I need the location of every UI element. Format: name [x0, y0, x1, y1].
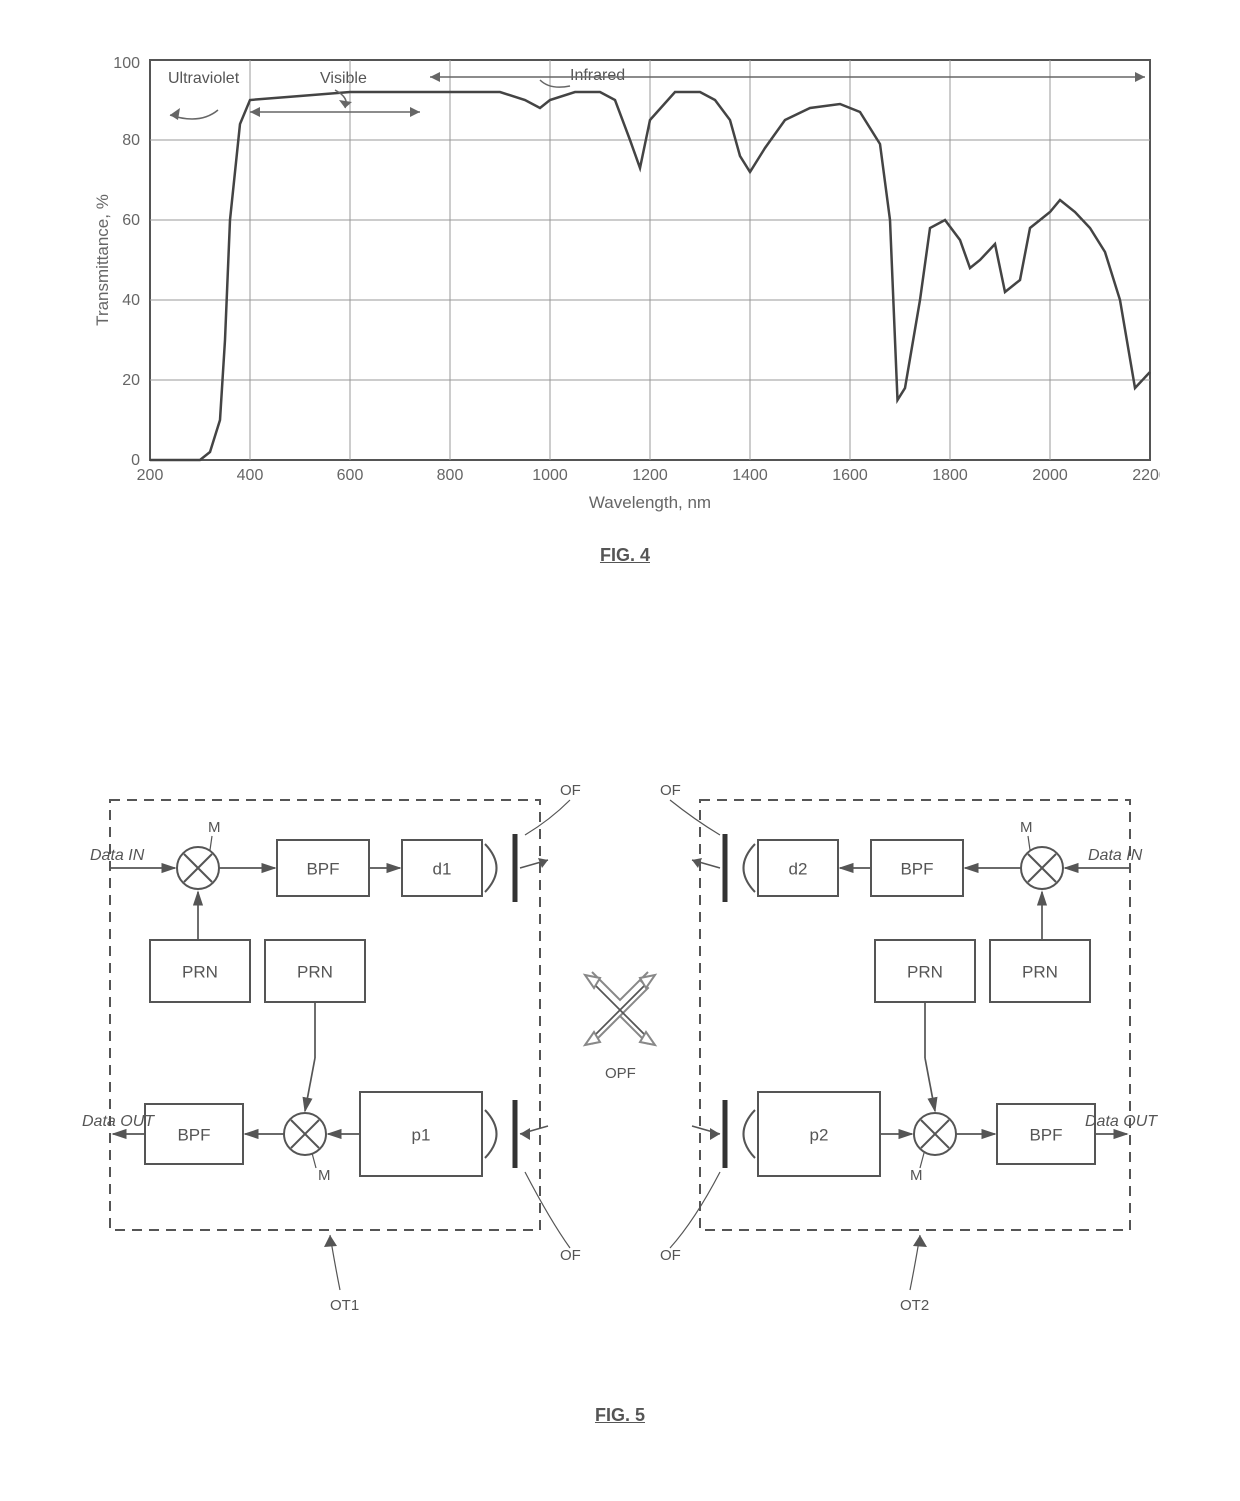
xtick-label: 2000 — [1032, 467, 1068, 484]
lens-icon — [485, 844, 497, 892]
x-ticks: 200 400 600 800 1000 1200 1400 1600 1800… — [137, 467, 1160, 484]
bpf-label: BPF — [900, 859, 933, 878]
lens-icon — [744, 844, 756, 892]
y-ticks: 0 20 40 60 80 100 — [113, 55, 140, 469]
mixer-label: M — [910, 1167, 923, 1184]
ot2-data-out-label: Data OUT — [1085, 1113, 1158, 1130]
ytick-label: 60 — [122, 212, 140, 229]
xtick-label: 2200 — [1132, 467, 1160, 484]
fig5-caption: FIG. 5 — [80, 1405, 1160, 1426]
opf-cross-icon — [585, 972, 655, 1045]
xtick-label: 400 — [237, 467, 264, 484]
prn-label: PRN — [297, 962, 333, 981]
figure-4: 200 400 600 800 1000 1200 1400 1600 1800… — [90, 50, 1160, 566]
xtick-label: 1600 — [832, 467, 868, 484]
opf-label: OPF — [605, 1065, 636, 1082]
lens-icon — [744, 1110, 756, 1158]
ot2-label: OT2 — [900, 1297, 929, 1314]
ytick-label: 40 — [122, 292, 140, 309]
ot1-data-out-label: Data OUT — [82, 1113, 155, 1130]
p2-label: p2 — [810, 1125, 829, 1144]
xtick-label: 1200 — [632, 467, 668, 484]
xtick-label: 1800 — [932, 467, 968, 484]
prn-label: PRN — [1022, 962, 1058, 981]
lens-icon — [485, 1110, 497, 1158]
xtick-label: 1400 — [732, 467, 768, 484]
ot1-data-in-label: Data IN — [90, 847, 145, 864]
ot2-data-in-label: Data IN — [1088, 847, 1143, 864]
fig4-caption: FIG. 4 — [90, 545, 1160, 566]
xtick-label: 1000 — [532, 467, 568, 484]
arrow-icon — [540, 80, 570, 87]
transmittance-chart: 200 400 600 800 1000 1200 1400 1600 1800… — [90, 50, 1160, 520]
ytick-label: 20 — [122, 372, 140, 389]
mixer-label: M — [208, 819, 221, 836]
figure-5: Data IN M BPF d1 PRN PRN p1 — [80, 760, 1160, 1426]
xtick-label: 600 — [337, 467, 364, 484]
region-visible-label: Visible — [320, 70, 367, 87]
mixer-label: M — [318, 1167, 331, 1184]
block-diagram: Data IN M BPF d1 PRN PRN p1 — [80, 760, 1160, 1380]
xtick-label: 800 — [437, 467, 464, 484]
region-uv-label: Ultraviolet — [168, 70, 240, 87]
of-label: OF — [660, 1247, 681, 1264]
mixer-label: M — [1020, 819, 1033, 836]
ytick-label: 80 — [122, 132, 140, 149]
prn-label: PRN — [182, 962, 218, 981]
bpf-label: BPF — [1029, 1125, 1062, 1144]
xtick-label: 200 — [137, 467, 164, 484]
y-axis-label: Transmittance, % — [93, 194, 112, 326]
region-ir-label: Infrared — [570, 67, 625, 84]
arrowhead-icon — [170, 108, 180, 120]
ot1-label: OT1 — [330, 1297, 359, 1314]
bpf-label: BPF — [306, 859, 339, 878]
d1-label: d1 — [433, 859, 452, 878]
bpf-label: BPF — [177, 1125, 210, 1144]
of-label: OF — [660, 782, 681, 799]
x-axis-label: Wavelength, nm — [589, 493, 711, 512]
p1-label: p1 — [412, 1125, 431, 1144]
of-label: OF — [560, 1247, 581, 1264]
d2-label: d2 — [789, 859, 808, 878]
prn-label: PRN — [907, 962, 943, 981]
of-label: OF — [560, 782, 581, 799]
ytick-label: 100 — [113, 55, 140, 72]
ytick-label: 0 — [131, 452, 140, 469]
